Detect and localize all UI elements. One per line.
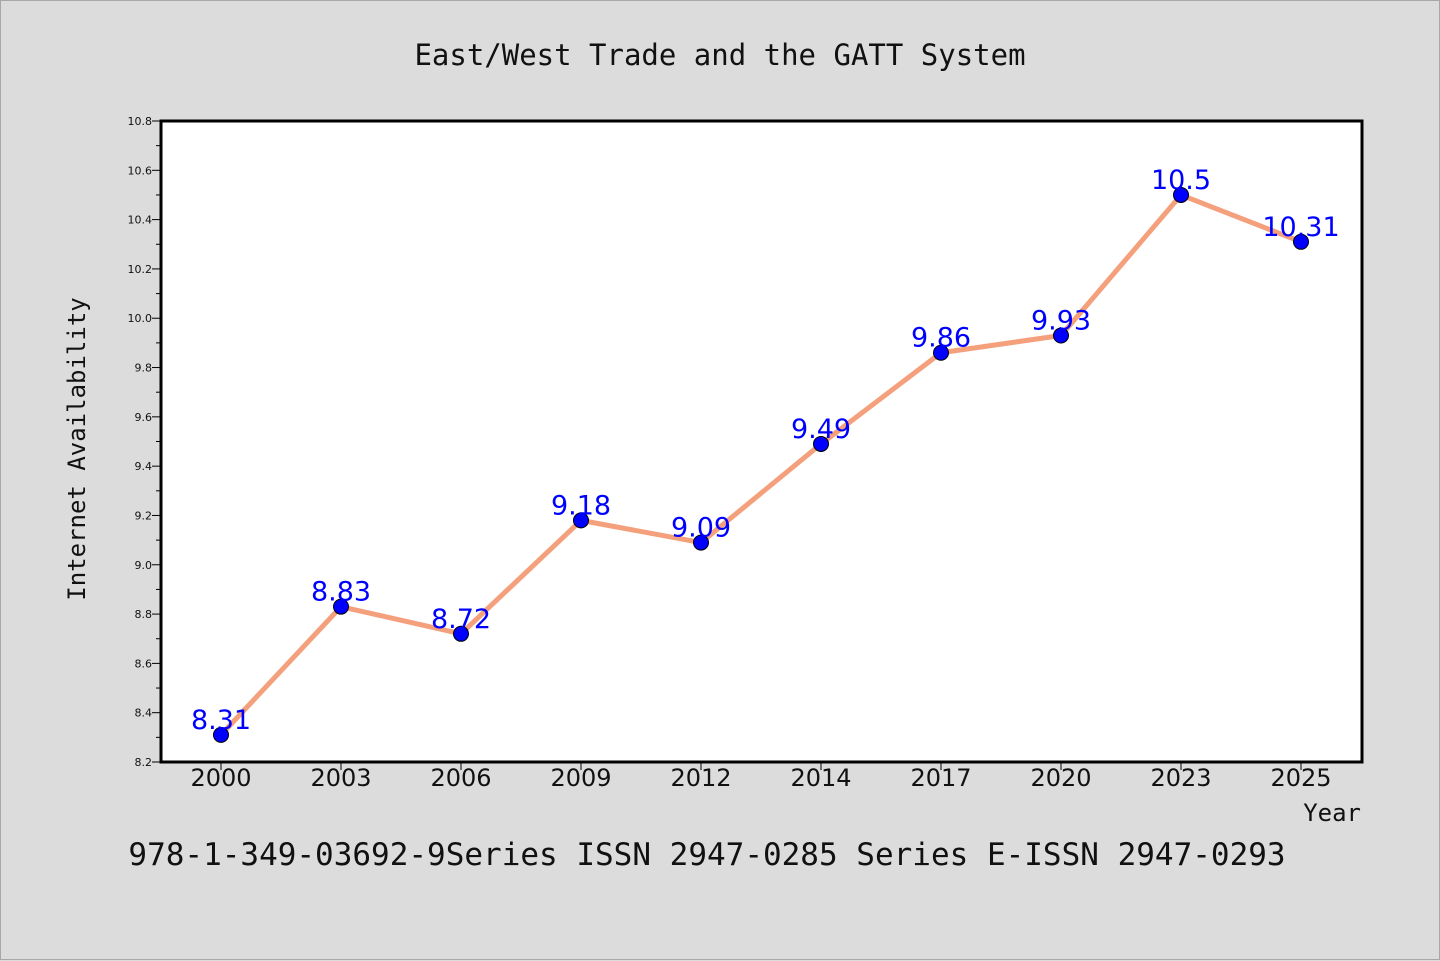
data-point (1053, 327, 1069, 344)
x-tick-label: 2025 (1270, 764, 1331, 792)
data-point (573, 512, 589, 529)
y-tick-label: 10.6 (128, 164, 153, 177)
x-tick-label: 2003 (310, 764, 371, 792)
x-tick-label: 2014 (790, 764, 851, 792)
chart-title: East/West Trade and the GATT System (414, 38, 1025, 72)
data-label: 8.72 (431, 604, 491, 635)
y-tick-label: 8.2 (135, 756, 153, 769)
y-tick-label: 10.2 (128, 263, 153, 276)
y-axis: 8.2 8.4 8.6 8.8 9.0 9.2 9.4 9.6 9.8 10.0 10.2 10.4 1… (128, 115, 161, 769)
data-label: 8.31 (191, 705, 251, 736)
data-point (1173, 186, 1189, 203)
x-axis: 2000 2003 2006 2009 2012 2014 2017 2020 2023 2025 (190, 762, 1332, 792)
y-tick-label: 10.8 (128, 115, 153, 128)
y-tick-label: 10.0 (128, 312, 153, 325)
x-tick-label: 2006 (430, 764, 491, 792)
y-tick-label: 9.6 (135, 411, 153, 424)
data-label: 8.83 (311, 577, 371, 608)
x-tick-label: 2012 (670, 764, 731, 792)
x-tick-label: 2020 (1030, 764, 1091, 792)
series-layer: 8.31 8.83 8.72 9.18 9.09 9.49 9.86 9.93 10.5 10.3… (191, 165, 1340, 743)
data-point (453, 625, 469, 642)
data-point (813, 435, 829, 452)
y-tick-label: 9.0 (135, 559, 153, 572)
x-tick-label: 2017 (910, 764, 971, 792)
y-tick-label: 8.6 (135, 657, 153, 670)
y-axis-label: Internet Availability (63, 297, 91, 600)
data-label: 9.93 (1031, 305, 1091, 336)
y-tick-label: 8.4 (135, 707, 153, 720)
data-label: 9.86 (911, 323, 971, 354)
x-tick-label: 2000 (190, 764, 251, 792)
data-label: 9.09 (671, 513, 731, 544)
data-label: 9.49 (791, 414, 851, 445)
x-tick-label: 2023 (1150, 764, 1211, 792)
data-point (933, 344, 949, 361)
caption-text: 978-1-349-03692-9Series ISSN 2947-0285 S… (128, 837, 1285, 873)
data-label: 9.18 (551, 490, 611, 521)
data-label: 10.31 (1262, 212, 1339, 243)
y-tick-label: 9.2 (135, 509, 153, 522)
y-tick-label: 8.8 (135, 608, 153, 621)
series-line (218, 192, 1304, 738)
data-point (1293, 233, 1309, 250)
data-point (693, 534, 709, 551)
x-axis-label: Year (1303, 799, 1361, 827)
y-tick-label: 9.8 (135, 362, 153, 375)
x-tick-label: 2009 (550, 764, 611, 792)
data-point (333, 598, 349, 615)
y-tick-label: 10.4 (128, 214, 153, 227)
y-tick-label: 9.4 (135, 460, 153, 473)
data-point (213, 726, 229, 743)
plot-area (159, 119, 1364, 764)
data-label: 10.5 (1151, 165, 1211, 196)
